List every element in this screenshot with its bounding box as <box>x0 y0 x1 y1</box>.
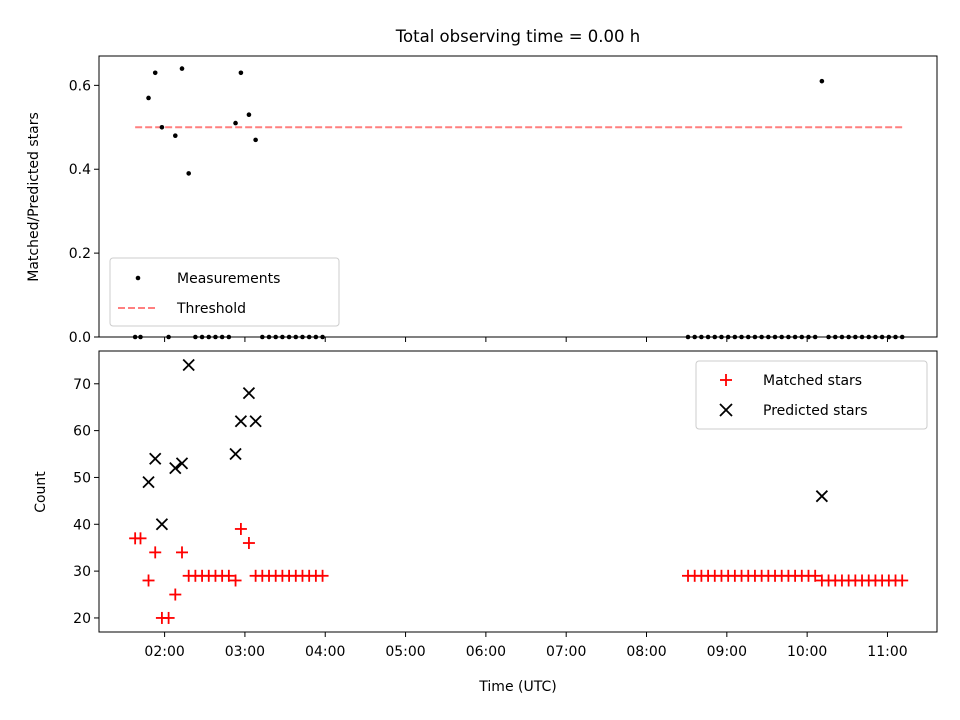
matched-star-point <box>142 574 155 587</box>
predicted-star-point <box>229 447 242 461</box>
predicted-stars-points-layer <box>142 358 829 531</box>
measurement-point <box>186 171 191 176</box>
matched-star-point <box>809 569 822 582</box>
matched-star-point <box>169 588 182 601</box>
matched-star-point <box>162 611 175 624</box>
legend-measurements-label: Measurements <box>177 271 280 287</box>
matched-star-point <box>234 522 247 535</box>
matched-star-point <box>242 537 255 550</box>
matched-star-point <box>316 569 329 582</box>
predicted-star-point <box>182 358 195 372</box>
predicted-star-point <box>155 518 169 531</box>
x-tick-label: 07:00 <box>546 644 586 660</box>
legend-matched-marker <box>720 374 732 386</box>
measurement-point <box>253 137 258 143</box>
predicted-star-point <box>242 387 256 400</box>
legend-threshold-label: Threshold <box>176 301 246 317</box>
measurement-point <box>173 133 178 138</box>
ratio-legend-box <box>109 257 340 327</box>
ratio-y-tick-label: 0.0 <box>69 330 91 346</box>
ratio-legend: Measurements Threshold <box>109 257 340 327</box>
predicted-star-point <box>169 461 182 475</box>
measurement-point <box>152 70 158 76</box>
matched-star-point <box>896 574 909 587</box>
predicted-star-point <box>149 452 162 465</box>
legend-matched-label: Matched stars <box>763 373 862 389</box>
matched-star-point <box>229 574 242 587</box>
matched-stars-points-layer <box>129 522 909 624</box>
x-tick-label: 02:00 <box>144 644 184 660</box>
legend-predicted-label: Predicted stars <box>763 403 868 419</box>
x-tick-label: 09:00 <box>707 644 747 660</box>
predicted-star-point <box>815 490 829 503</box>
chart-title: Total observing time = 0.00 h <box>395 27 640 46</box>
measurement-point <box>238 70 244 76</box>
x-tick-label: 04:00 <box>305 644 345 660</box>
legend-predicted-marker <box>719 403 733 417</box>
count-y-tick-label: 20 <box>73 611 91 627</box>
predicted-star-point <box>175 457 189 470</box>
x-tick-label: 08:00 <box>626 644 666 660</box>
count-y-tick-label: 60 <box>73 424 91 440</box>
predicted-star-point <box>142 475 155 489</box>
count-y-ticks: 20 30 40 50 60 70 <box>73 377 99 627</box>
count-panel: 20 30 40 50 60 70 02:00 03:00 04:00 05:00 06:00 07… <box>33 350 938 695</box>
ratio-y-tick-label: 0.6 <box>69 78 91 94</box>
x-tick-label: 11:00 <box>867 644 907 660</box>
measurement-point <box>246 112 252 118</box>
count-y-tick-label: 50 <box>73 470 91 486</box>
ratio-y-tick-label: 0.2 <box>69 246 91 262</box>
x-tick-label: 05:00 <box>385 644 425 660</box>
count-x-ticks: 02:00 03:00 04:00 05:00 06:00 07:00 08:00 09:00… <box>144 632 908 660</box>
count-y-axis-label: Count <box>33 471 49 513</box>
count-plot-frame <box>98 350 938 633</box>
predicted-star-point <box>249 415 262 428</box>
matched-star-point <box>222 569 235 582</box>
measurement-point <box>233 120 238 126</box>
matched-star-point <box>175 546 188 559</box>
count-legend: Matched stars Predicted stars <box>695 360 928 430</box>
count-y-tick-label: 30 <box>73 564 91 580</box>
matched-star-point <box>149 546 162 559</box>
predicted-star-point <box>234 415 248 428</box>
x-tick-label: 06:00 <box>466 644 506 660</box>
ratio-y-axis-label: Matched/Predicted stars <box>26 112 42 282</box>
x-tick-label: 10:00 <box>787 644 827 660</box>
ratio-y-tick-label: 0.4 <box>69 162 91 178</box>
matched-star-point <box>134 532 147 545</box>
count-legend-box <box>695 360 928 430</box>
x-tick-label: 03:00 <box>225 644 265 660</box>
count-y-tick-label: 40 <box>73 517 91 533</box>
x-axis-label: Time (UTC) <box>478 679 556 695</box>
count-y-tick-label: 70 <box>73 377 91 393</box>
measurement-point <box>146 95 151 101</box>
measurement-point <box>819 78 825 84</box>
ratio-panel: 0.0 0.2 0.4 0.6 Matched/Predicted stars Mea… <box>26 55 938 346</box>
legend-measurements-marker <box>135 275 141 281</box>
ratio-plot-frame <box>98 55 938 338</box>
measurement-point <box>159 124 165 130</box>
ratio-x-ticks <box>164 337 888 342</box>
ratio-y-ticks: 0.0 0.2 0.4 0.6 <box>69 78 99 346</box>
measurement-point <box>179 66 185 71</box>
